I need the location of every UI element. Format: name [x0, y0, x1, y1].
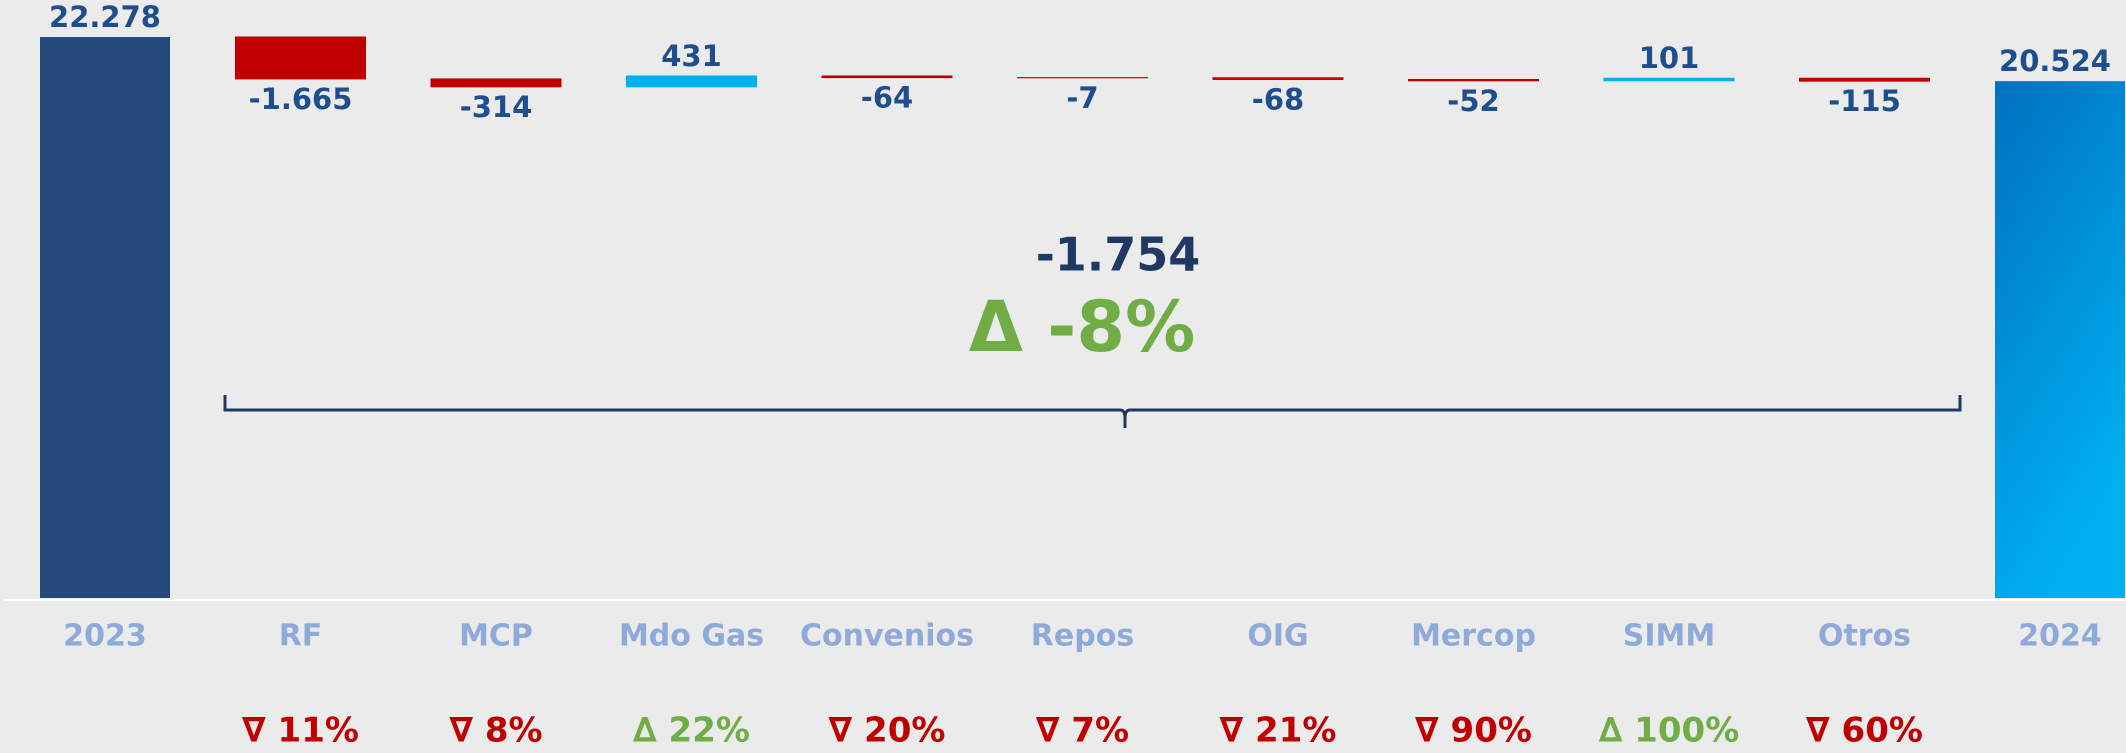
- change-label: ∇ 20%: [829, 711, 946, 751]
- category-label: 2023: [63, 619, 147, 654]
- category-label: Mdo Gas: [619, 619, 764, 654]
- bar: [821, 75, 953, 79]
- change-label: ∇ 11%: [242, 711, 359, 751]
- category-label: MCP: [459, 619, 533, 654]
- bar: [1995, 81, 2125, 598]
- value-label: -64: [861, 81, 913, 115]
- bar: [1408, 78, 1539, 82]
- value-label: 431: [661, 39, 722, 73]
- value-label: -52: [1447, 84, 1499, 118]
- bar: [40, 37, 170, 598]
- category-label: OIG: [1247, 619, 1308, 654]
- value-label: -115: [1828, 84, 1901, 118]
- brace: [223, 395, 1962, 428]
- bar: [430, 78, 562, 88]
- bar: [1799, 77, 1930, 82]
- change-label: ∇ 90%: [1415, 711, 1532, 751]
- value-label: 20.524: [1999, 44, 2111, 78]
- value-label: -1.665: [249, 82, 353, 116]
- category-label: Mercop: [1411, 619, 1536, 654]
- value-label: -7: [1066, 81, 1098, 115]
- change-label: ∇ 8%: [449, 711, 542, 751]
- value-label: 22.278: [49, 0, 161, 34]
- value-label: -314: [460, 90, 533, 124]
- change-label: ∇ 60%: [1806, 711, 1923, 751]
- bar: [235, 36, 366, 80]
- change-label: ∆ 100%: [1599, 711, 1740, 751]
- change-label: ∇ 7%: [1036, 711, 1129, 751]
- value-label: -68: [1252, 82, 1304, 116]
- category-label: Repos: [1031, 619, 1134, 654]
- category-label: Convenios: [800, 619, 974, 654]
- bar: [1603, 77, 1735, 82]
- category-label: SIMM: [1623, 619, 1715, 654]
- bar: [1212, 77, 1344, 80]
- category-label: RF: [279, 619, 323, 654]
- change-label: ∆ 22%: [633, 711, 750, 751]
- total-change: -1.754: [1036, 228, 1201, 282]
- bar: [626, 75, 757, 88]
- category-label: 2024: [2018, 619, 2102, 654]
- total-change-pct: Δ -8%: [969, 286, 1195, 368]
- change-label: ∇ 21%: [1220, 711, 1337, 751]
- value-label: 101: [1639, 41, 1700, 75]
- category-label: Otros: [1818, 619, 1911, 654]
